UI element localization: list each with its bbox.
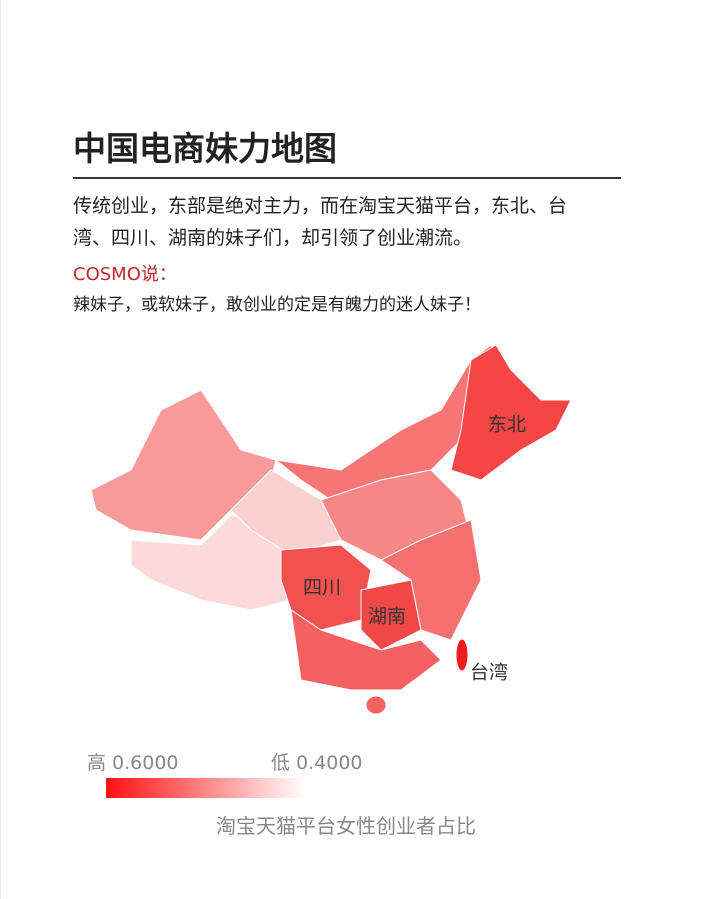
- region-label: 湖南: [368, 606, 406, 628]
- intro: 传统创业，东部是绝对主力，而在淘宝天猫平台，东北、台湾、四川、湖南的妹子们，却引…: [73, 195, 568, 249]
- region: [450, 344, 572, 481]
- region-label: 四川: [303, 577, 341, 599]
- title: 中国电商妹力地图: [73, 129, 337, 168]
- region: [365, 695, 387, 715]
- regions: [90, 344, 572, 715]
- divider: [73, 177, 621, 179]
- legend-high: 高 0.6000: [87, 752, 179, 774]
- region: [130, 514, 292, 611]
- region-label: 东北: [488, 414, 526, 436]
- region-label: 台湾: [470, 662, 508, 684]
- legend-caption: 淘宝天猫平台女性创业者占比: [216, 814, 476, 838]
- legend-low: 低 0.4000: [271, 752, 363, 774]
- region: [280, 544, 372, 631]
- region: [455, 638, 469, 672]
- region: [360, 579, 422, 651]
- region: [290, 608, 442, 691]
- legend-gradient: [106, 778, 306, 798]
- cosmo-label: COSMO说：: [73, 264, 177, 285]
- cosmo-text: 辣妹子，或软妹子，敢创业的定是有魄力的迷人妹子！: [73, 295, 481, 315]
- region: [380, 519, 482, 641]
